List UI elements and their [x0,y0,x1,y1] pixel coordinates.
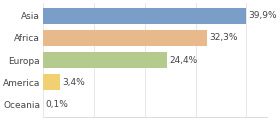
Bar [43,52,167,68]
Text: 39,9%: 39,9% [248,11,277,20]
Text: 0,1%: 0,1% [45,100,68,109]
Bar [43,30,207,46]
Text: 3,4%: 3,4% [62,78,85,87]
Text: 24,4%: 24,4% [169,55,197,65]
Text: 32,3%: 32,3% [209,33,238,42]
Bar [43,8,246,24]
Bar [43,74,60,90]
